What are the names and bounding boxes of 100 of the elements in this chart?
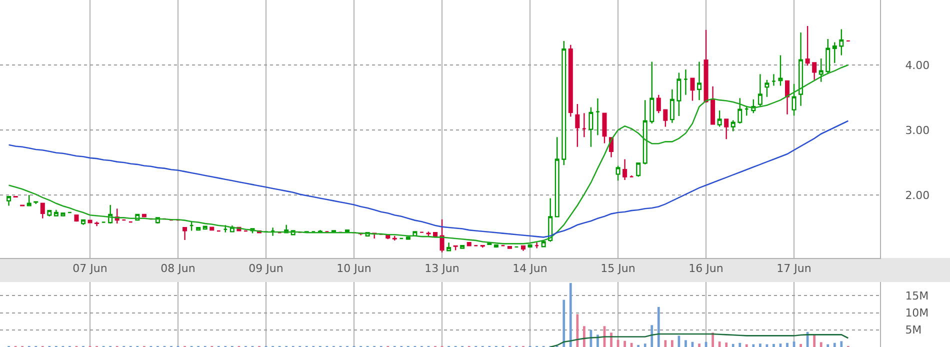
bar (752, 344, 755, 347)
candlestick (602, 112, 607, 144)
bar (826, 344, 830, 347)
bar (569, 283, 572, 347)
bar (624, 340, 626, 347)
candlestick (189, 220, 194, 232)
candlestick (622, 158, 628, 181)
bar (644, 344, 646, 347)
candlestick (683, 68, 688, 96)
candlestick (730, 120, 736, 132)
bar (840, 341, 843, 347)
candlestick (792, 83, 796, 116)
candlestick (426, 231, 431, 238)
x-tick-label: 13 Jun (424, 262, 460, 276)
x-tick-label: 08 Jun (160, 262, 196, 276)
candlestick (74, 214, 79, 222)
bar (664, 340, 667, 347)
line-series (550, 333, 849, 347)
candlestick (507, 246, 512, 249)
candlestick (460, 245, 465, 249)
candlestick (778, 54, 783, 86)
candlestick (758, 73, 762, 108)
candlestick (812, 62, 817, 81)
candlestick (785, 80, 790, 115)
x-tick-label: 07 Jun (72, 262, 108, 276)
bar (732, 344, 734, 347)
y-tick-label: 3.00 (905, 124, 930, 137)
x-tick-label: 09 Jun (248, 262, 284, 276)
x-tick-label: 15 Jun (600, 262, 636, 276)
candlestick (805, 25, 810, 66)
candlestick (690, 78, 695, 102)
candlestick (548, 198, 553, 242)
candlestick (541, 240, 546, 248)
candlestick (440, 218, 444, 253)
candlestick (798, 32, 804, 107)
y-tick-label: 15M (905, 290, 929, 303)
candlestick (521, 245, 526, 252)
line-series (8, 120, 849, 238)
bar (671, 340, 674, 347)
candlestick (88, 220, 92, 224)
candlestick (182, 226, 188, 241)
candlestick (554, 136, 560, 218)
candlestick (839, 28, 844, 56)
candlestick (60, 212, 66, 216)
bar (718, 342, 721, 347)
candlestick (406, 236, 410, 240)
candlestick (47, 209, 52, 218)
bar (759, 344, 762, 347)
candlestick (446, 242, 452, 252)
bar (630, 342, 633, 347)
bar (820, 342, 822, 347)
candlestick (399, 237, 404, 240)
bar (738, 342, 742, 347)
y-tick-label: 5M (905, 324, 922, 337)
candlestick (223, 224, 228, 233)
candlestick (534, 242, 540, 249)
candlestick (595, 98, 600, 136)
bar (657, 306, 660, 347)
bar (650, 325, 654, 347)
bar (596, 334, 599, 347)
candlestick (34, 200, 38, 205)
candlestick (568, 44, 573, 118)
bar (576, 314, 579, 347)
candlestick (771, 73, 776, 86)
bar (772, 344, 775, 347)
line-series (8, 64, 849, 244)
candlestick (270, 227, 276, 236)
candlestick (480, 244, 485, 248)
candlestick (453, 245, 458, 251)
y-tick-label: 4.00 (905, 58, 930, 72)
candlestick (670, 88, 674, 124)
bar (800, 344, 802, 347)
candlestick (629, 174, 634, 178)
candlestick (744, 105, 749, 116)
x-tick-label: 10 Jun (336, 262, 372, 276)
candlestick (738, 98, 742, 124)
candlestick (717, 110, 722, 128)
bar (684, 340, 687, 347)
bar (725, 342, 728, 347)
x-tick-label: 16 Jun (688, 262, 724, 276)
candlestick (54, 209, 58, 216)
bar (786, 342, 788, 347)
candlestick (676, 72, 682, 117)
candlestick (575, 103, 580, 148)
x-tick-label: 17 Jun (776, 262, 812, 276)
y-tick-label: 2.00 (905, 188, 930, 202)
bar (745, 344, 748, 347)
candlestick (704, 29, 708, 104)
candlestick (616, 165, 620, 182)
candlestick (210, 226, 214, 231)
candlestick (26, 194, 32, 206)
candlestick (81, 219, 86, 226)
candlestick (642, 99, 648, 166)
candlestick (710, 86, 716, 126)
candlestick (582, 112, 586, 138)
candlestick (650, 61, 654, 124)
candlestick (656, 94, 661, 114)
candlestick (663, 109, 668, 128)
candlestick (636, 162, 641, 178)
bar (712, 332, 714, 347)
